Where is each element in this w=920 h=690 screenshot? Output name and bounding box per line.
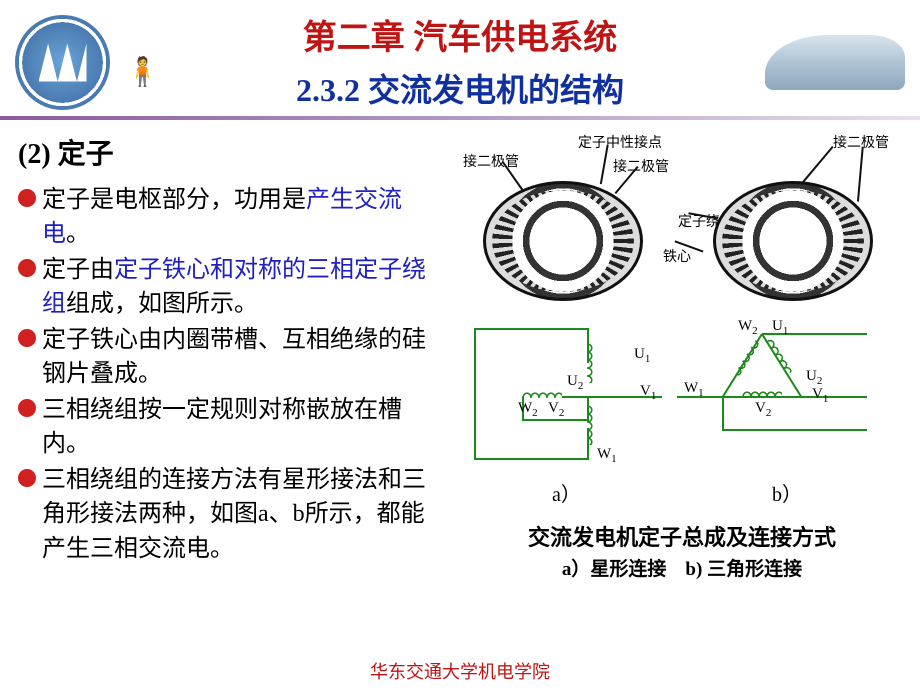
- stator-teeth: [722, 190, 864, 292]
- label-diode-left: 接二极管: [463, 151, 519, 171]
- lead-wire: [857, 147, 863, 202]
- stator-right: [713, 181, 873, 301]
- car-illustration: [765, 20, 910, 100]
- terminal-label: U1: [772, 318, 788, 337]
- line: [474, 328, 589, 330]
- coil-icon: [729, 336, 762, 377]
- bullet-text: 定子铁心由内圈带槽、互相绝缘的硅钢片叠成。: [42, 327, 426, 387]
- bullet-item: 定子由定子铁心和对称的三相定子绕组组成，如图所示。: [18, 253, 447, 321]
- bullet-item: 定子是电枢部分，功用是产生交流电。: [18, 183, 447, 251]
- terminal-label: V2: [755, 400, 771, 419]
- bullet-text: 三相绕组按一定规则对称嵌放在槽内。: [42, 397, 402, 457]
- line: [474, 458, 589, 460]
- stator-figure: 接二极管 定子中性接点 接二极管 接二极管 定子绕组 铁心: [462, 135, 902, 310]
- logo-inner-shape: [39, 44, 87, 82]
- line: [474, 328, 476, 458]
- line: [522, 419, 587, 421]
- line: [587, 396, 589, 421]
- line: [722, 429, 867, 431]
- bullet-text: 三相绕组的连接方法有星形接法和三角形接法两种，如图a、b所示，都能产生三相交流电…: [42, 467, 426, 561]
- connection-diagrams: U1 U2 W2 V2 V1 W1 W2 U1 U2 V1 V2 W: [462, 318, 902, 508]
- label-diode-mid: 接二极管: [613, 156, 669, 176]
- terminal-label: U1: [634, 346, 650, 365]
- caption-b-key: b): [685, 559, 707, 580]
- terminal-label: V2: [548, 400, 564, 419]
- terminal-label: V1: [812, 386, 828, 405]
- stator-left: [483, 181, 643, 301]
- terminal-label: W2: [738, 318, 758, 337]
- caption-a-key: a）: [562, 559, 591, 580]
- stator-teeth: [492, 190, 634, 292]
- bullet-item: 三相绕组按一定规则对称嵌放在槽内。: [18, 393, 447, 461]
- subfig-b-label: b）: [772, 478, 802, 507]
- bullet-dot-icon: [18, 329, 36, 347]
- bullet-dot-icon: [18, 259, 36, 277]
- caption-a: 星形连接: [590, 559, 666, 580]
- subfig-a-label: a）: [552, 478, 581, 507]
- bullet-text: 。: [66, 221, 90, 247]
- bullet-text: 组成，如图所示。: [66, 291, 258, 317]
- caption-sub: a）星形连接 b) 三角形连接: [462, 554, 902, 581]
- terminal-label: W1: [684, 380, 704, 399]
- footer: 华东交通大学机电学院: [0, 658, 920, 684]
- bullet-item: 定子铁心由内圈带槽、互相绝缘的硅钢片叠成。: [18, 323, 447, 391]
- coil-icon: [761, 336, 794, 377]
- line: [722, 396, 724, 431]
- bullet-text: 定子由: [42, 257, 114, 283]
- subheading: (2) 定子: [18, 135, 447, 175]
- figure-caption: 交流发电机定子总成及连接方式 a）星形连接 b) 三角形连接: [462, 520, 902, 581]
- bullet-dot-icon: [18, 399, 36, 417]
- content-area: (2) 定子 定子是电枢部分，功用是产生交流电。定子由定子铁心和对称的三相定子绕…: [0, 120, 920, 581]
- terminal-label: W1: [597, 446, 617, 465]
- bullet-list: 定子是电枢部分，功用是产生交流电。定子由定子铁心和对称的三相定子绕组组成，如图所…: [18, 183, 447, 566]
- bullet-dot-icon: [18, 469, 36, 487]
- car-body-shape: [765, 35, 905, 90]
- caption-main: 交流发电机定子总成及连接方式: [462, 520, 902, 552]
- caption-b: 三角形连接: [707, 559, 802, 580]
- bullet-item: 三相绕组的连接方法有星形接法和三角形接法两种，如图a、b所示，都能产生三相交流电…: [18, 463, 447, 565]
- text-column: (2) 定子 定子是电枢部分，功用是产生交流电。定子由定子铁心和对称的三相定子绕…: [18, 135, 447, 581]
- bullet-dot-icon: [18, 189, 36, 207]
- terminal-label: U2: [567, 373, 583, 392]
- label-neutral: 定子中性接点: [578, 132, 662, 152]
- bullet-text: 定子是电枢部分，功用是: [42, 187, 306, 213]
- figure-column: 接二极管 定子中性接点 接二极管 接二极管 定子绕组 铁心: [462, 135, 902, 581]
- university-logo: [15, 15, 110, 110]
- terminal-label: U2: [806, 368, 822, 387]
- label-core: 铁心: [663, 246, 691, 266]
- terminal-label: W2: [518, 400, 538, 419]
- slide-header: 🧍 第二章 汽车供电系统 2.3.2 交流发电机的结构: [0, 0, 920, 120]
- terminal-label: V1: [640, 383, 656, 402]
- mascot-icon: 🧍: [125, 55, 155, 105]
- line: [800, 396, 867, 398]
